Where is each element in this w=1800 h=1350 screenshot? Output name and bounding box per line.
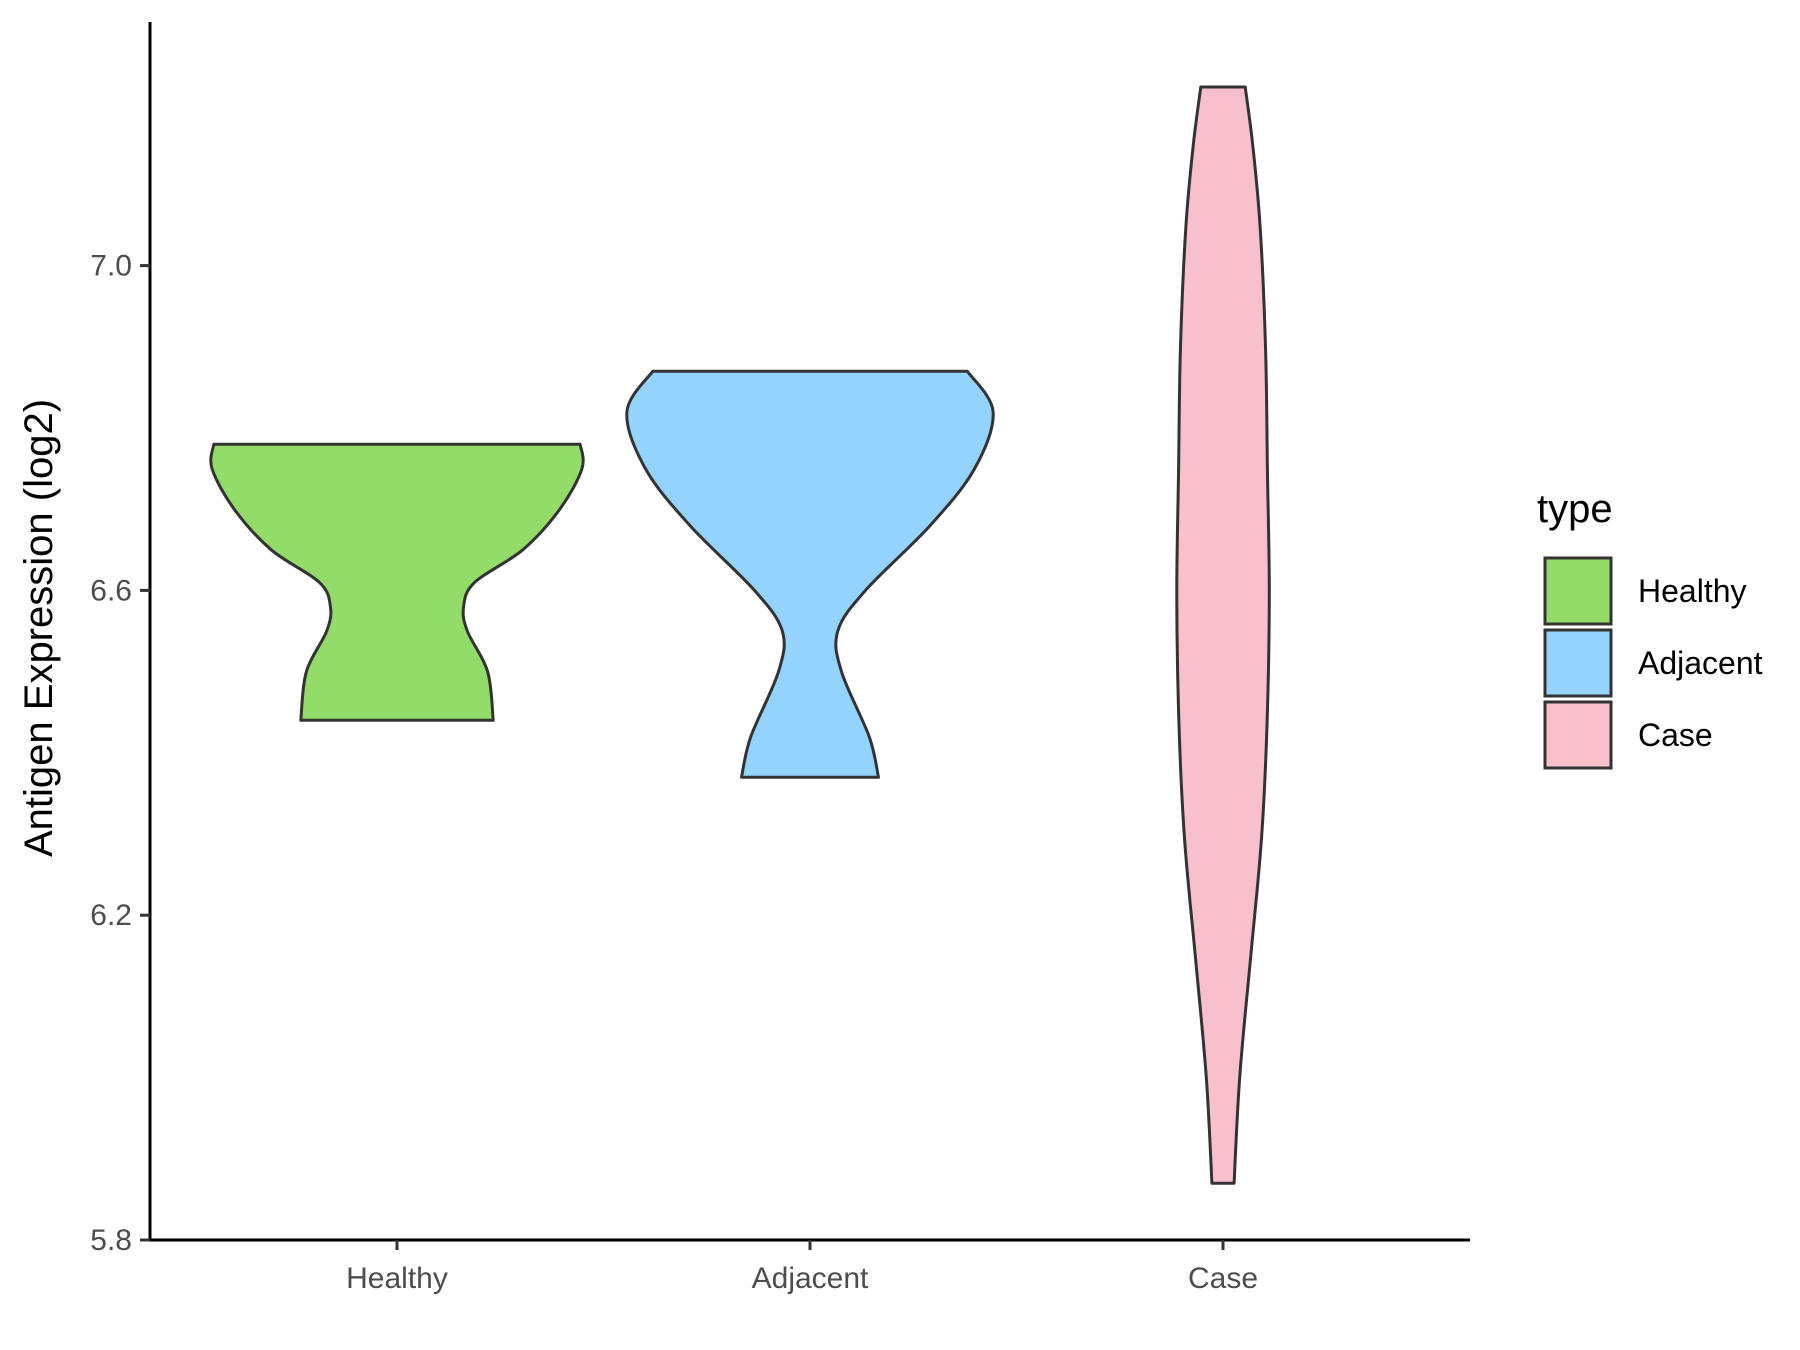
x-axis-ticks: Healthy Adjacent Case — [346, 1240, 1258, 1295]
legend-swatch-adjacent — [1543, 628, 1613, 698]
legend: type Healthy Adjacent Case — [1537, 487, 1763, 770]
y-tick-label: 6.2 — [90, 899, 132, 932]
violins — [209, 85, 1271, 1185]
legend-label: Case — [1638, 717, 1713, 753]
legend-swatch-case — [1543, 700, 1613, 770]
legend-label: Adjacent — [1638, 645, 1763, 681]
legend-title: type — [1537, 487, 1613, 531]
y-tick-label: 6.6 — [90, 574, 132, 607]
y-tick-label: 7.0 — [90, 250, 132, 283]
legend-label: Healthy — [1638, 573, 1747, 609]
y-axis-ticks: 5.8 6.2 6.6 7.0 — [90, 250, 150, 1257]
violin-case — [1175, 85, 1271, 1185]
violin-adjacent — [625, 369, 995, 779]
legend-items: Healthy Adjacent Case — [1543, 556, 1763, 770]
legend-swatch-healthy — [1543, 556, 1613, 626]
x-tick-label: Case — [1188, 1262, 1258, 1295]
y-axis-title: Antigen Expression (log2) — [17, 399, 61, 857]
x-tick-label: Adjacent — [752, 1262, 869, 1295]
x-tick-label: Healthy — [346, 1262, 448, 1295]
y-tick-label: 5.8 — [90, 1224, 132, 1257]
violin-healthy — [209, 442, 585, 722]
